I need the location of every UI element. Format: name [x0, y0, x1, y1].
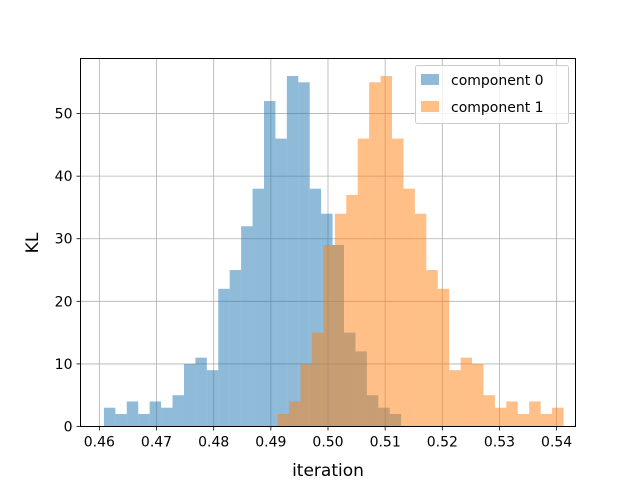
bar-component-1-23: [540, 413, 553, 427]
bar-component-1-5: [334, 213, 347, 427]
x-tick-label-0: 0.46: [84, 435, 115, 451]
bar-component-1-21: [517, 413, 530, 427]
y-tick-label-2: 20: [55, 294, 73, 310]
bar-component-1-18: [483, 395, 495, 427]
bar-component-0-5: [161, 407, 173, 427]
x-tick-label-8: 0.54: [541, 435, 572, 451]
y-tick-label-4: 40: [55, 169, 73, 185]
bar-component-1-0: [277, 413, 290, 427]
legend: component 0 component 1: [415, 65, 569, 124]
bar-component-0-10: [218, 288, 230, 427]
bar-component-0-16: [286, 76, 299, 427]
x-tick-label-5: 0.51: [370, 435, 401, 451]
bar-component-1-15: [449, 370, 461, 427]
bar-component-0-17: [298, 82, 310, 427]
bar-component-0-9: [206, 370, 219, 427]
bar-component-1-7: [357, 138, 370, 427]
bar-component-1-19: [494, 407, 507, 427]
bar-component-0-8: [195, 357, 207, 427]
y-tick-label-5: 50: [55, 107, 73, 123]
bar-component-1-12: [414, 213, 427, 427]
legend-swatch-component-0: [421, 74, 439, 85]
bar-component-0-11: [229, 270, 242, 427]
bar-component-1-1: [289, 401, 301, 427]
y-axis-ticks: 0 10 20 30 40 50: [55, 107, 81, 436]
x-tick-label-6: 0.52: [427, 435, 458, 451]
x-tick-label-4: 0.50: [312, 435, 343, 451]
x-tick-label-7: 0.53: [484, 435, 515, 451]
bar-component-0-1: [115, 413, 127, 427]
bar-component-0-0: [103, 407, 116, 427]
bar-component-1-11: [403, 188, 415, 427]
x-axis-ticks: 0.46 0.47 0.48 0.49 0.50 0.51 0.52 0.53 0.54: [84, 426, 572, 451]
y-tick-label-0: 0: [64, 420, 73, 436]
bar-component-1-14: [437, 288, 450, 427]
legend-swatch-component-1: [421, 101, 439, 112]
bar-component-1-17: [472, 363, 484, 427]
x-tick-label-2: 0.48: [198, 435, 229, 451]
legend-label-component-1: component 1: [451, 100, 544, 116]
bar-component-0-15: [275, 138, 287, 427]
bar-component-1-20: [506, 401, 518, 427]
bar-component-0-7: [183, 363, 196, 427]
bar-component-1-16: [460, 357, 473, 427]
bar-component-1-24: [552, 407, 564, 427]
bar-component-0-14: [263, 101, 276, 427]
bar-component-0-13: [252, 188, 264, 427]
bar-component-1-13: [426, 270, 438, 427]
y-tick-label-1: 10: [55, 357, 73, 373]
bar-component-0-3: [138, 413, 150, 427]
legend-label-component-0: component 0: [451, 73, 544, 89]
y-tick-label-3: 30: [55, 232, 73, 248]
bar-component-1-3: [311, 332, 324, 427]
x-tick-label-3: 0.49: [255, 435, 286, 451]
bar-component-1-8: [369, 82, 381, 427]
bar-component-1-6: [346, 194, 358, 427]
x-axis-label: iteration: [292, 461, 364, 480]
bar-component-1-10: [392, 138, 404, 427]
bar-component-1-2: [300, 363, 312, 427]
legend-box: [415, 65, 569, 124]
bar-component-1-9: [380, 76, 393, 427]
bar-component-1-4: [323, 245, 335, 427]
bar-component-0-6: [172, 395, 184, 427]
bar-component-0-4: [149, 401, 162, 427]
bar-component-1-22: [529, 401, 541, 427]
series-component-1-bars: [277, 76, 564, 427]
bar-component-0-12: [241, 226, 253, 427]
x-tick-label-1: 0.47: [141, 435, 172, 451]
bar-component-0-18: [309, 188, 322, 427]
y-axis-label: KL: [23, 232, 43, 253]
bar-component-0-2: [126, 401, 139, 427]
